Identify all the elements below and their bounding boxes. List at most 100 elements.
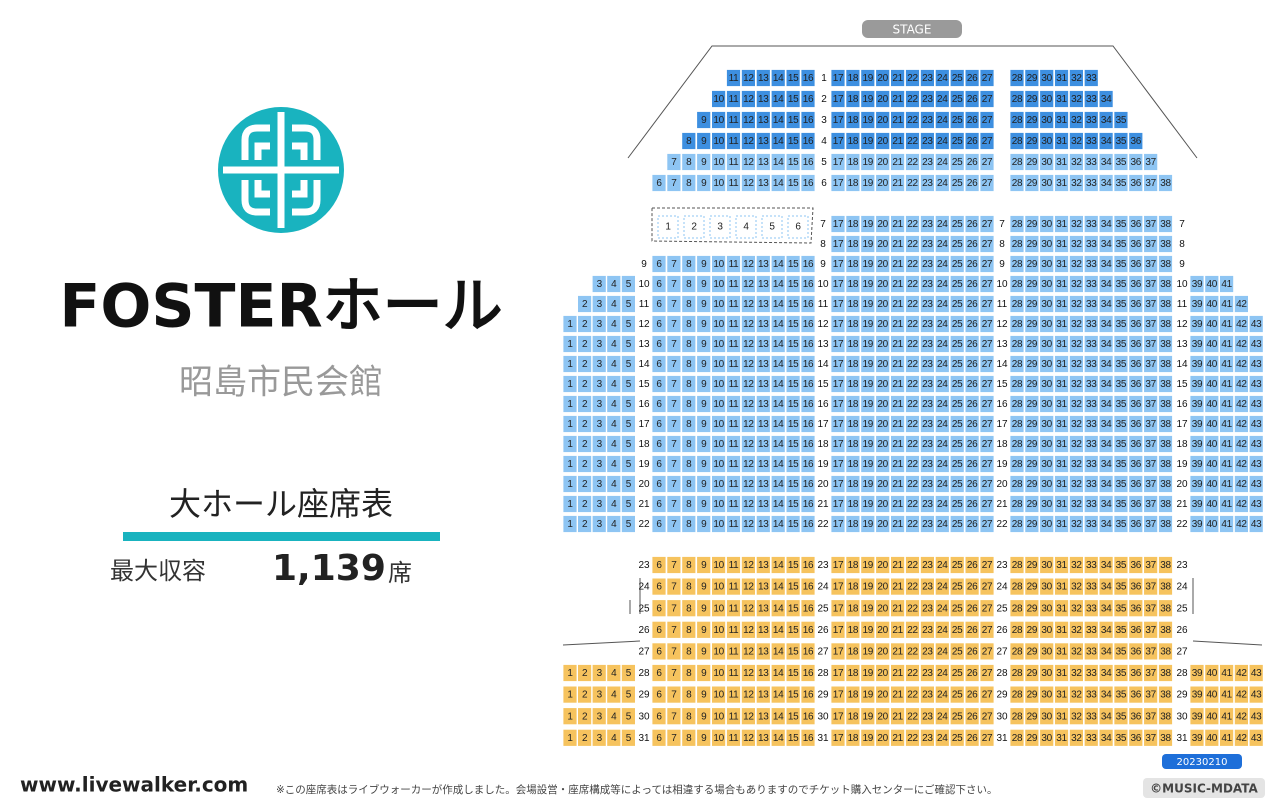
seat-number: 19 (863, 94, 874, 105)
seat (591, 664, 607, 682)
seat-number: 16 (803, 359, 814, 370)
seat-number: 35 (1116, 582, 1127, 593)
seat-number: 13 (758, 499, 769, 510)
seat-number: 33 (1086, 668, 1097, 679)
seat (875, 375, 891, 393)
seat (1113, 556, 1129, 574)
seat (741, 556, 756, 574)
seat (949, 395, 965, 413)
seat-number: 43 (1251, 690, 1262, 701)
seat-number: 16 (803, 339, 814, 350)
seat (979, 355, 995, 373)
seat-number: 17 (833, 136, 844, 147)
seat-number: 20 (877, 239, 888, 250)
seat-number: 35 (1116, 259, 1127, 270)
seat (1158, 620, 1173, 639)
seat-number: 35 (1116, 157, 1127, 168)
row-label: 15 (817, 379, 829, 390)
seat-number: 37 (1145, 519, 1156, 530)
seat (1054, 577, 1069, 596)
seat-number: 1 (567, 419, 573, 430)
seat-number: 7 (671, 711, 677, 722)
seat-number: 24 (937, 582, 948, 593)
seat (1009, 728, 1025, 747)
seat (1158, 174, 1173, 192)
seat (1189, 395, 1205, 413)
seat-number: 40 (1207, 690, 1218, 701)
seat (920, 556, 935, 574)
seat (964, 295, 980, 313)
seat-number: 35 (1116, 239, 1127, 250)
seat (830, 435, 846, 453)
seat-number: 17 (833, 299, 844, 310)
seat-number: 5 (626, 519, 632, 530)
row-label: 22 (638, 519, 650, 530)
seat-number: 31 (1056, 690, 1067, 701)
seat-number: 29 (1027, 560, 1038, 571)
seat (1054, 620, 1069, 639)
copyright-badge (1143, 778, 1265, 798)
seat (890, 685, 905, 704)
seat-number: 23 (922, 136, 933, 147)
seat-number: 23 (922, 439, 933, 450)
seat-number: 19 (863, 319, 874, 330)
seat (651, 556, 667, 574)
seat-number: 18 (848, 582, 859, 593)
seat-number: 5 (626, 319, 632, 330)
seat (666, 275, 682, 293)
seat (905, 132, 920, 150)
seat-number: 28 (1012, 299, 1023, 310)
seat (1158, 642, 1173, 661)
seat-number: 13 (758, 319, 769, 330)
seat (905, 111, 920, 129)
seat-number: 19 (863, 439, 874, 450)
seat-number: 1 (567, 711, 573, 722)
seat (1098, 153, 1114, 171)
seat (726, 556, 741, 574)
seat-number: 36 (1131, 359, 1142, 370)
seat-number: 10 (713, 690, 724, 701)
seat-number: 29 (1027, 603, 1038, 614)
seat (830, 664, 846, 682)
seat (1069, 295, 1084, 313)
seat (1128, 132, 1144, 150)
seat-number: 7 (671, 582, 677, 593)
seat (845, 90, 861, 108)
seat-number: 37 (1145, 582, 1156, 593)
seat-number: 1 (567, 359, 573, 370)
seat (1113, 707, 1129, 726)
seat (562, 315, 578, 333)
seat (905, 215, 920, 233)
seat (666, 255, 682, 273)
seat (860, 69, 876, 87)
seat (681, 707, 697, 726)
seat-number: 28 (1012, 479, 1023, 490)
seat (726, 395, 741, 413)
seat-number: 16 (803, 439, 814, 450)
seat (1158, 235, 1173, 253)
seat-number: 9 (701, 115, 707, 126)
seat-number: 34 (1101, 439, 1112, 450)
seat-number: 4 (611, 419, 617, 430)
seat (949, 69, 965, 87)
seat-number: 43 (1251, 733, 1262, 744)
seat (800, 111, 816, 129)
seat-number: 21 (892, 339, 903, 350)
seat-number: 41 (1221, 668, 1232, 679)
seat-number: 7 (671, 459, 677, 470)
seat-number: 29 (1027, 733, 1038, 744)
seat-number: 24 (937, 319, 948, 330)
seat (1113, 315, 1129, 333)
seat-number: 14 (773, 439, 784, 450)
seat (562, 435, 578, 453)
seat-number: 4 (611, 733, 617, 744)
seat-number: 17 (833, 582, 844, 593)
seat (651, 685, 667, 704)
seat-number: 10 (713, 439, 724, 450)
seat-number: 14 (773, 419, 784, 430)
seat (800, 707, 816, 726)
row-label: 8 (1179, 239, 1185, 250)
seat (1219, 335, 1234, 353)
seat-number: 3 (597, 668, 603, 679)
seat-number: 33 (1086, 136, 1097, 147)
